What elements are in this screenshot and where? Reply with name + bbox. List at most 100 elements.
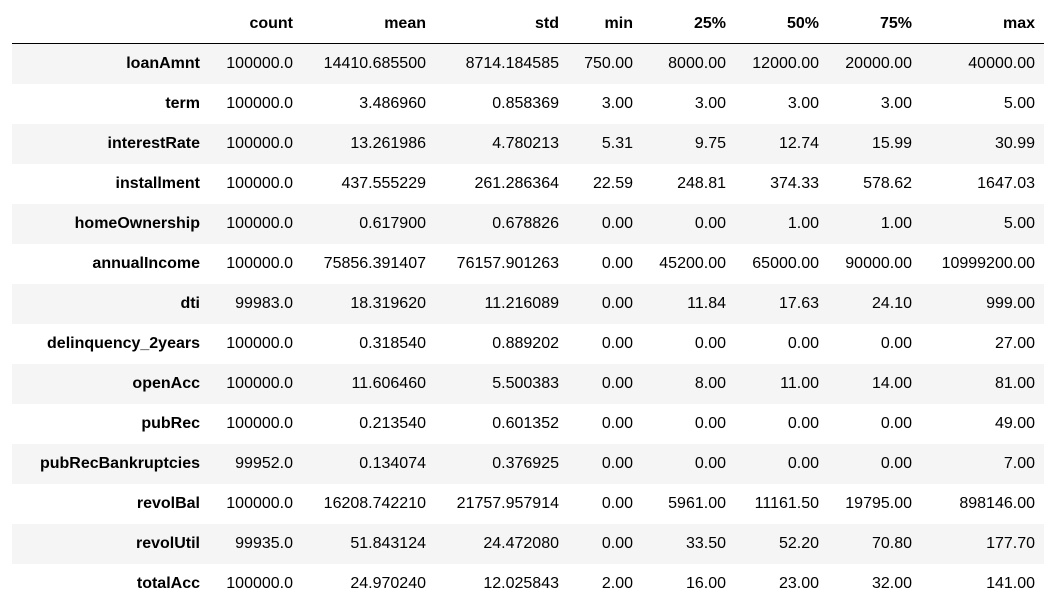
row-label: pubRecBankruptcies [39,455,200,472]
column-header-25pct: 25% [642,4,735,44]
cell-count: 100000.0 [226,255,293,272]
table-row: term 100000.0 3.486960 0.858369 3.00 3.00 3.00… [12,84,1044,124]
cell-75pct: 24.10 [871,295,912,312]
cell-std: 261.286364 [474,175,559,192]
cell-max: 5.00 [1003,95,1035,112]
cell-75pct: 3.00 [880,95,912,112]
cell-25pct: 45200.00 [659,255,726,272]
cell-mean: 0.134074 [359,455,426,472]
cell-max: 141.00 [986,575,1035,592]
cell-min: 0.00 [601,415,633,432]
cell-min: 2.00 [601,575,633,592]
row-label: loanAmnt [126,55,200,72]
cell-max: 7.00 [1003,455,1035,472]
table-row: revolBal 100000.0 16208.742210 21757.957914… [12,484,1044,524]
table-row: delinquency_2years 100000.0 0.318540 0.8892… [12,324,1044,364]
cell-std: 5.500383 [492,375,559,392]
cell-mean: 11.606460 [351,375,426,392]
column-header-50pct: 50% [735,4,828,44]
cell-25pct: 11.84 [687,295,726,312]
cell-75pct: 70.80 [871,535,912,552]
cell-count: 99983.0 [235,295,293,312]
column-header-min: min [568,4,642,44]
cell-max: 999.00 [986,295,1035,312]
cell-count: 99935.0 [235,535,293,552]
cell-min: 0.00 [601,215,633,232]
cell-min: 0.00 [601,295,633,312]
row-label: dti [180,295,200,312]
row-label: annualIncome [92,255,200,272]
cell-min: 0.00 [601,535,633,552]
cell-std: 76157.901263 [456,255,559,272]
cell-mean: 16208.742210 [323,495,426,512]
cell-25pct: 248.81 [677,175,726,192]
cell-50pct: 1.00 [787,215,819,232]
table-row: openAcc 100000.0 11.606460 5.500383 0.00 8.00… [12,364,1044,404]
cell-25pct: 0.00 [694,415,726,432]
cell-25pct: 0.00 [694,215,726,232]
cell-count: 100000.0 [226,175,293,192]
cell-mean: 14410.685500 [323,55,426,72]
header-row: count mean std min 25% 50% 75% max [12,4,1044,44]
cell-count: 100000.0 [226,495,293,512]
cell-50pct: 12.74 [778,135,819,152]
cell-mean: 0.213540 [359,415,426,432]
cell-max: 177.70 [986,535,1035,552]
cell-std: 11.216089 [484,295,559,312]
cell-75pct: 15.99 [871,135,912,152]
table-row: loanAmnt 100000.0 14410.685500 8714.184585 7… [12,43,1044,84]
cell-50pct: 0.00 [787,415,819,432]
cell-max: 30.99 [994,135,1035,152]
cell-std: 12.025843 [483,575,559,592]
cell-25pct: 8000.00 [668,55,726,72]
cell-std: 4.780213 [492,135,559,152]
cell-std: 24.472080 [483,535,559,552]
table-row: pubRecBankruptcies 99952.0 0.134074 0.37692… [12,444,1044,484]
cell-25pct: 16.00 [685,575,726,592]
table-row: dti 99983.0 18.319620 11.216089 0.00 11.84 17.… [12,284,1044,324]
cell-std: 0.678826 [492,215,559,232]
cell-std: 0.889202 [492,335,559,352]
cell-count: 100000.0 [226,335,293,352]
cell-mean: 24.970240 [350,575,426,592]
table-row: homeOwnership 100000.0 0.617900 0.678826 0.0… [12,204,1044,244]
table-body: loanAmnt 100000.0 14410.685500 8714.184585 7… [12,43,1044,605]
cell-min: 750.00 [584,55,633,72]
cell-std: 0.858369 [492,95,559,112]
cell-mean: 51.843124 [350,535,426,552]
index-corner-header [12,4,209,44]
cell-max: 898146.00 [959,495,1035,512]
cell-std: 0.376925 [492,455,559,472]
cell-max: 49.00 [994,415,1035,432]
cell-50pct: 17.63 [778,295,819,312]
cell-75pct: 0.00 [880,335,912,352]
cell-75pct: 14.00 [871,375,912,392]
cell-75pct: 0.00 [880,415,912,432]
cell-50pct: 52.20 [778,535,819,552]
cell-50pct: 11161.50 [754,495,819,512]
cell-50pct: 0.00 [787,455,819,472]
cell-min: 0.00 [601,335,633,352]
cell-25pct: 5961.00 [668,495,726,512]
row-label: term [165,95,200,112]
cell-min: 0.00 [601,375,633,392]
row-label: interestRate [107,135,200,152]
cell-min: 0.00 [601,455,633,472]
cell-75pct: 578.62 [863,175,912,192]
cell-count: 99952.0 [235,455,293,472]
cell-count: 100000.0 [226,95,293,112]
row-label: pubRec [141,415,200,432]
cell-count: 100000.0 [226,215,293,232]
table-header: count mean std min 25% 50% 75% max [12,4,1044,44]
cell-count: 100000.0 [226,375,293,392]
column-header-mean: mean [302,4,435,44]
cell-count: 100000.0 [226,135,293,152]
cell-mean: 0.617900 [359,215,426,232]
table-row: totalAcc 100000.0 24.970240 12.025843 2.00 16… [12,564,1044,604]
cell-count: 100000.0 [226,55,293,72]
cell-max: 40000.00 [968,55,1035,72]
cell-50pct: 374.33 [770,175,819,192]
cell-max: 1647.03 [977,175,1035,192]
row-label: delinquency_2years [47,335,200,352]
cell-25pct: 9.75 [694,135,726,152]
